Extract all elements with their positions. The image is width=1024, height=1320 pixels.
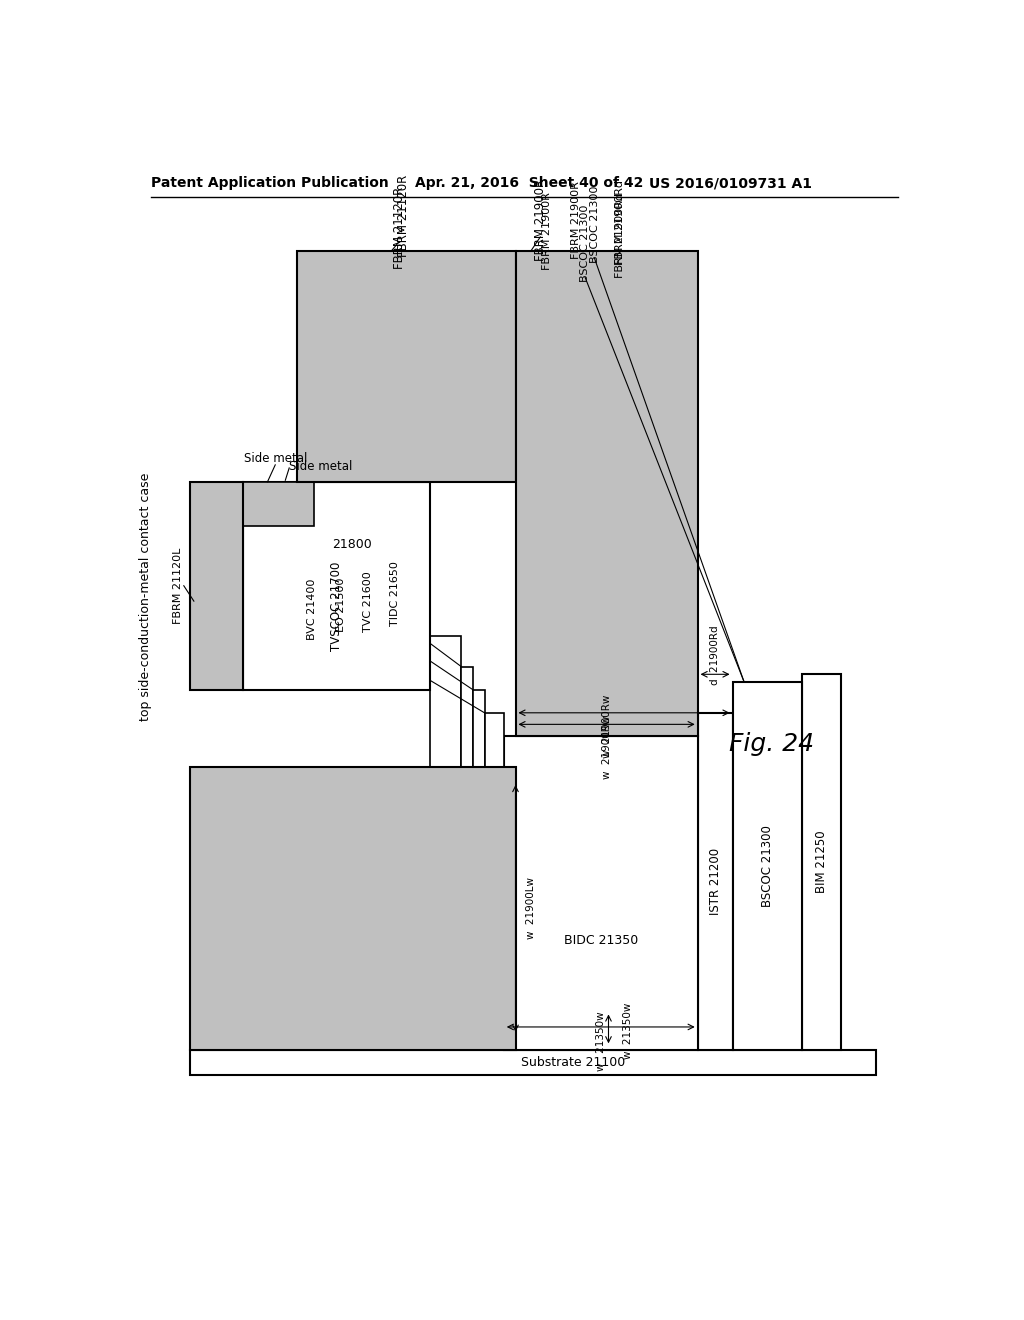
Text: FBRM 21900R: FBRM 21900R	[534, 180, 547, 261]
Text: EO 21500: EO 21500	[336, 578, 346, 632]
Text: ISTR 21200: ISTR 21200	[709, 847, 722, 915]
Bar	[515, 251, 697, 737]
Text: w    21350w: w 21350w	[596, 1011, 606, 1071]
Text: BSCOC 21300: BSCOC 21300	[581, 205, 590, 281]
Text: w   21350w: w 21350w	[623, 1003, 633, 1059]
Text: w   21900Rw: w 21900Rw	[601, 694, 611, 759]
Bar	[697, 713, 732, 1051]
Text: FBRM 21120R: FBRM 21120R	[393, 186, 406, 269]
Text: FBRM 21120R: FBRM 21120R	[396, 176, 410, 257]
Text: US 2016/0109731 A1: US 2016/0109731 A1	[649, 176, 812, 190]
Bar	[430, 636, 461, 1051]
Text: Fig. 24: Fig. 24	[729, 731, 814, 755]
Text: FBRM 21900Rd: FBRM 21900Rd	[615, 193, 625, 279]
Text: BSCOC 21300: BSCOC 21300	[761, 825, 774, 907]
Text: d   21900Rd: d 21900Rd	[710, 626, 720, 685]
Bar	[243, 482, 314, 527]
Text: FBRM 21900R: FBRM 21900R	[571, 181, 581, 259]
Bar	[504, 737, 697, 1051]
Text: w   21900Lw: w 21900Lw	[526, 878, 536, 940]
Bar	[243, 482, 430, 689]
Text: Apr. 21, 2016  Sheet 40 of 42: Apr. 21, 2016 Sheet 40 of 42	[415, 176, 643, 190]
Bar	[802, 675, 841, 1051]
Text: BSCOC 21300: BSCOC 21300	[590, 185, 599, 263]
Bar	[484, 713, 504, 1051]
Text: BIM 21250: BIM 21250	[815, 830, 828, 894]
Text: w   21900Rw: w 21900Rw	[601, 715, 611, 779]
Text: FBRM 21900R: FBRM 21900R	[542, 193, 552, 271]
Text: top side-conduction-metal contact case: top side-conduction-metal contact case	[138, 473, 152, 722]
Text: BVC 21400: BVC 21400	[307, 578, 317, 639]
Bar	[190, 1051, 876, 1074]
Text: FBRM 21900Rd: FBRM 21900Rd	[615, 180, 625, 265]
Bar	[732, 682, 802, 1051]
Bar	[190, 482, 243, 689]
Text: TVSCOC 21700: TVSCOC 21700	[330, 562, 343, 651]
Text: 21800: 21800	[332, 537, 372, 550]
Bar	[461, 667, 473, 1051]
Text: Side metal: Side metal	[289, 459, 352, 473]
Text: BIDC 21350: BIDC 21350	[563, 933, 638, 946]
Text: TIDC 21650: TIDC 21650	[390, 561, 400, 626]
Bar	[297, 251, 515, 482]
Text: FBRM 21120L: FBRM 21120L	[173, 548, 183, 624]
Text: Substrate 21100: Substrate 21100	[521, 1056, 626, 1069]
Text: Patent Application Publication: Patent Application Publication	[152, 176, 389, 190]
Bar	[473, 689, 484, 1051]
Text: Side metal: Side metal	[244, 453, 307, 465]
Text: TVC 21600: TVC 21600	[364, 570, 374, 631]
Bar	[190, 767, 515, 1051]
